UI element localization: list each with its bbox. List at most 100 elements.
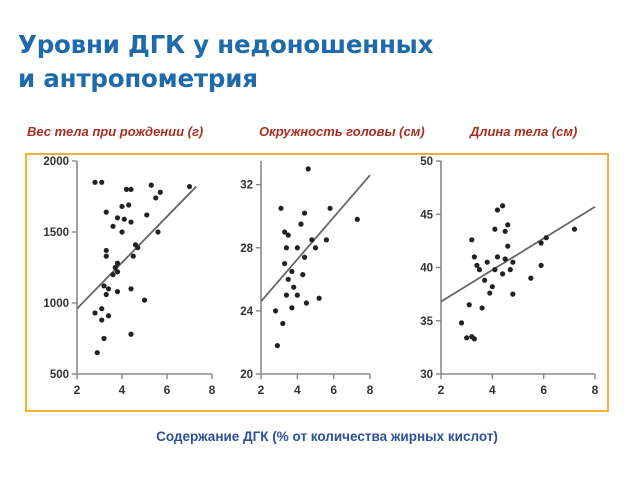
x-axis-caption: Содержание ДГК (% от количества жирных к… (156, 429, 498, 444)
data-point (272, 308, 279, 314)
data-point (283, 292, 290, 298)
data-point (505, 222, 511, 228)
data-point (538, 262, 544, 268)
data-point (502, 256, 508, 262)
data-point (323, 237, 329, 243)
scatter-plot-3: 30 35 40 45 50 2 4 6 8 (420, 156, 598, 397)
data-point (291, 284, 297, 290)
data-point (528, 275, 534, 281)
y-tick-label: 24 (240, 306, 253, 318)
data-point (128, 186, 134, 192)
data-point (469, 237, 475, 243)
data-point (144, 212, 150, 218)
x-tick-label: 8 (592, 383, 599, 397)
x-tick-label: 6 (330, 383, 337, 397)
data-point (312, 245, 319, 251)
data-point (110, 223, 116, 229)
x-tick-label: 8 (209, 383, 216, 397)
data-point (471, 336, 477, 342)
data-point (464, 335, 470, 341)
y-tick-label: 50 (420, 156, 433, 168)
data-point (302, 254, 308, 260)
x-tick-label: 6 (540, 383, 547, 397)
data-point (110, 272, 116, 278)
x-tick-label: 8 (367, 383, 374, 397)
data-point (303, 300, 310, 306)
data-point (294, 292, 300, 298)
x-tick-label: 2 (258, 383, 265, 397)
trend-line (260, 174, 371, 303)
y-tick-label: 20 (240, 369, 253, 381)
y-tick-label: 45 (420, 209, 433, 221)
data-point (305, 166, 311, 172)
data-point (316, 295, 322, 301)
data-point (294, 245, 300, 251)
y-tick-label: 32 (240, 180, 253, 192)
data-point (482, 277, 488, 283)
data-point (123, 186, 130, 192)
data-point (484, 259, 490, 265)
data-point (505, 243, 511, 249)
data-point (101, 283, 107, 289)
data-point (471, 254, 477, 260)
y-tick-label: 28 (240, 243, 253, 255)
data-point (302, 210, 308, 216)
data-point (103, 253, 109, 259)
scatter-figure-frame: 500 1000 1500 2000 2 4 6 8 20 24 28 32 2 4 6 8 30 35 40 45 5… (25, 153, 609, 412)
data-point (492, 226, 498, 232)
y-tick-label: 2000 (43, 156, 69, 168)
data-point (103, 247, 109, 254)
data-point (466, 302, 472, 308)
data-point (300, 272, 306, 278)
y-tick-label: 35 (420, 316, 433, 328)
data-point (500, 203, 506, 209)
slide-title: Уровни ДГК у недоношенных и антропометри… (18, 28, 433, 96)
x-tick-label: 6 (164, 383, 171, 397)
data-point (94, 350, 100, 356)
y-tick-label: 40 (420, 263, 433, 275)
data-point (126, 202, 132, 208)
data-point (510, 259, 516, 265)
data-point (510, 291, 516, 297)
data-point (157, 189, 163, 195)
slide-title-line2: и антропометрия (18, 64, 258, 93)
data-point (492, 267, 498, 273)
data-point (543, 235, 549, 241)
data-point (99, 306, 105, 312)
data-point (148, 182, 154, 188)
data-point (119, 203, 125, 210)
x-tick-label: 2 (74, 383, 81, 397)
data-point (101, 335, 107, 342)
data-point (309, 237, 315, 243)
x-tick-label: 4 (489, 383, 496, 397)
y-tick-label: 30 (420, 369, 433, 381)
data-point (153, 195, 159, 201)
data-point (114, 260, 121, 266)
data-point (114, 215, 121, 221)
data-point (135, 245, 141, 251)
data-point (128, 331, 134, 337)
data-point (507, 267, 513, 273)
data-point (114, 289, 121, 295)
data-point (278, 205, 284, 211)
data-point (274, 343, 280, 349)
data-point (105, 313, 112, 319)
data-point (494, 207, 501, 213)
data-point (128, 286, 134, 292)
subtitle-body-length: Длина тела (см) (470, 124, 578, 139)
data-point (186, 183, 193, 190)
subtitle-birth-weight: Вес тела при рождении (г) (27, 124, 204, 139)
data-point (92, 310, 98, 316)
data-point (128, 219, 134, 225)
x-tick-label: 2 (438, 383, 445, 397)
y-tick-label: 1000 (43, 298, 69, 310)
data-point (500, 271, 506, 277)
data-point (354, 216, 360, 222)
data-point (282, 229, 288, 235)
data-point (502, 228, 508, 234)
data-point (92, 179, 98, 185)
data-point (114, 269, 121, 275)
subtitle-head-circumference: Окружность головы (см) (259, 124, 425, 139)
